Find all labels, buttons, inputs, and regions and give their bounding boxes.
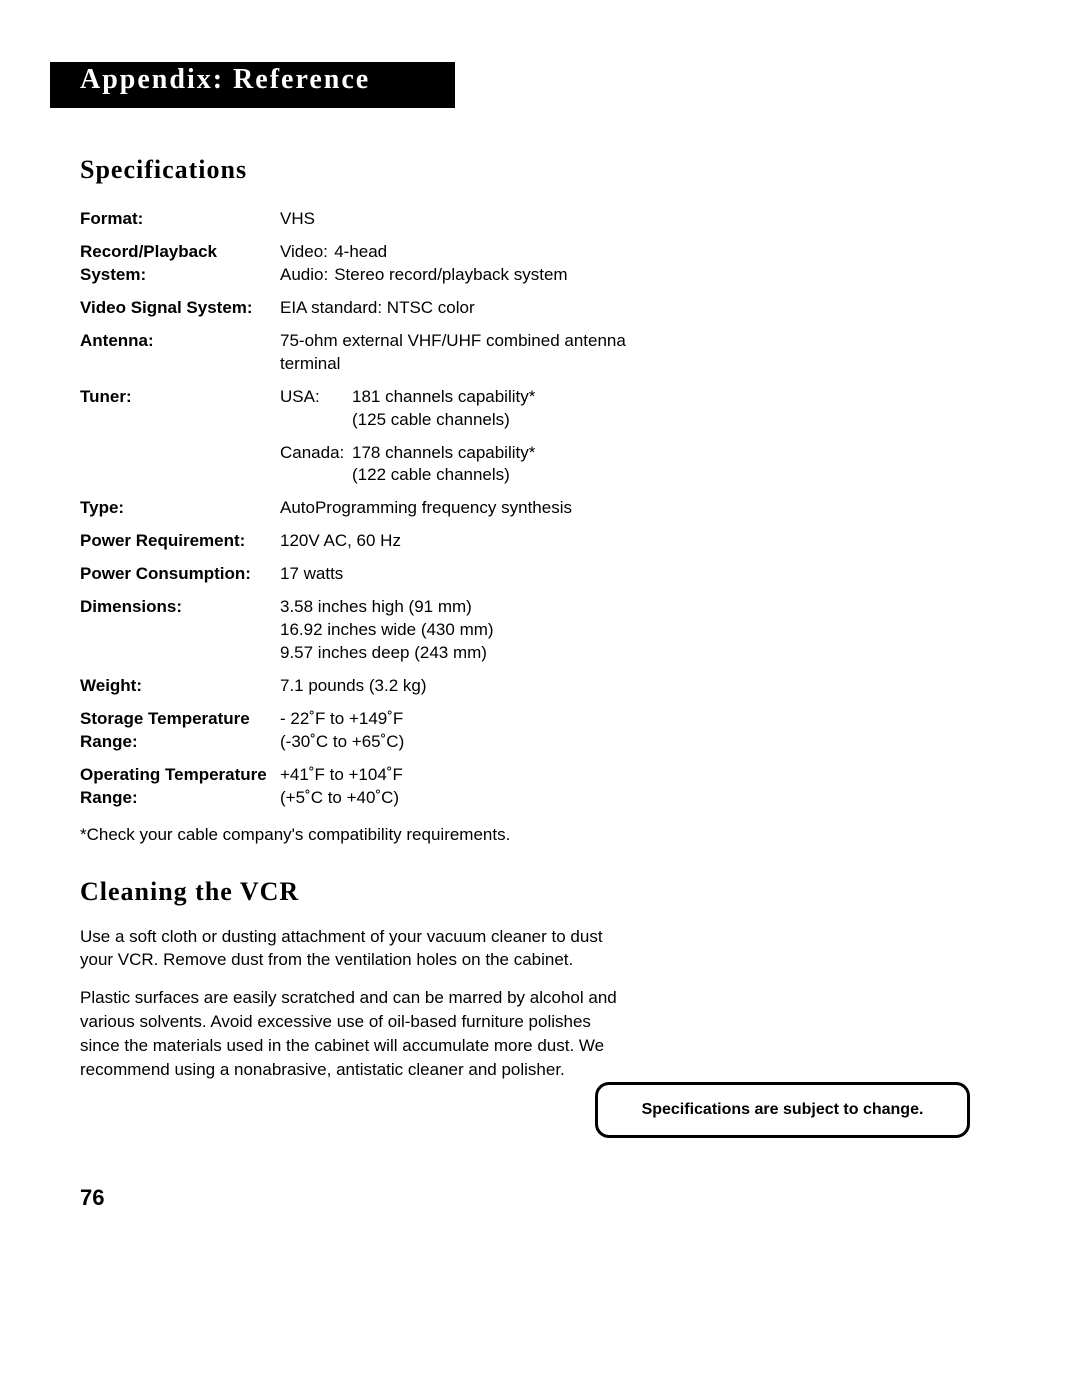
- spec-row-power-cons: Power Consumption: 17 watts: [80, 558, 680, 591]
- footnote: *Check your cable company's compatibilit…: [80, 825, 680, 845]
- spec-row-power-req: Power Requirement: 120V AC, 60 Hz: [80, 525, 680, 558]
- spec-value-line: - 22˚F to +149˚F: [280, 708, 680, 731]
- spec-value-line: 9.57 inches deep (243 mm): [280, 642, 680, 665]
- spec-row-type: Type: AutoProgramming frequency synthesi…: [80, 492, 680, 525]
- spec-label: Video Signal System:: [80, 292, 280, 325]
- spec-value-line: 3.58 inches high (91 mm): [280, 596, 680, 619]
- spec-label: Format:: [80, 203, 280, 236]
- spec-subkey: Canada:: [280, 442, 352, 488]
- spec-value: USA: 181 channels capability* (125 cable…: [280, 381, 680, 493]
- spec-value-line: 16.92 inches wide (430 mm): [280, 619, 680, 642]
- spec-label: Power Requirement:: [80, 525, 280, 558]
- spec-label: Operating Temperature Range:: [80, 759, 280, 815]
- specifications-heading: Specifications: [80, 155, 680, 185]
- spec-row-format: Format: VHS: [80, 203, 680, 236]
- spec-value: Video: 4-head Audio: Stereo record/playb…: [280, 236, 680, 292]
- cleaning-section: Use a soft cloth or dusting attachment o…: [80, 925, 680, 1082]
- spec-label: Weight:: [80, 670, 280, 703]
- spec-subvalue: 4-head: [334, 241, 573, 264]
- spec-value: 120V AC, 60 Hz: [280, 525, 680, 558]
- spec-row-tuner: Tuner: USA: 181 channels capability* (12…: [80, 381, 680, 493]
- specifications-table: Format: VHS Record/Playback System: Vide…: [80, 203, 680, 815]
- spec-value-line: (+5˚C to +40˚C): [280, 787, 680, 810]
- spec-subvalue: 181 channels capability*: [352, 386, 535, 409]
- spec-label: Tuner:: [80, 381, 280, 493]
- spec-label: Record/Playback System:: [80, 236, 280, 292]
- spec-subvalue: Stereo record/playback system: [334, 264, 573, 287]
- page-number: 76: [80, 1185, 104, 1211]
- spec-label: Storage Temperature Range:: [80, 703, 280, 759]
- spec-row-storage-temp: Storage Temperature Range: - 22˚F to +14…: [80, 703, 680, 759]
- spec-value: 75-ohm external VHF/UHF combined antenna…: [280, 325, 680, 381]
- spec-label: Dimensions:: [80, 591, 280, 670]
- spec-row-dimensions: Dimensions: 3.58 inches high (91 mm) 16.…: [80, 591, 680, 670]
- header-title: Appendix: Reference: [80, 64, 370, 96]
- spec-value: AutoProgramming frequency synthesis: [280, 492, 680, 525]
- cleaning-heading: Cleaning the VCR: [80, 877, 680, 907]
- spec-value: +41˚F to +104˚F (+5˚C to +40˚C): [280, 759, 680, 815]
- spec-value: - 22˚F to +149˚F (-30˚C to +65˚C): [280, 703, 680, 759]
- spec-subvalue: (122 cable channels): [352, 464, 535, 487]
- spec-value-line: +41˚F to +104˚F: [280, 764, 680, 787]
- spec-value: 7.1 pounds (3.2 kg): [280, 670, 680, 703]
- spec-value: EIA standard: NTSC color: [280, 292, 680, 325]
- page-content: Specifications Format: VHS Record/Playba…: [80, 155, 680, 1095]
- spec-subkey: Video:: [280, 241, 334, 264]
- spec-label: Type:: [80, 492, 280, 525]
- spec-value: 17 watts: [280, 558, 680, 591]
- spec-row-weight: Weight: 7.1 pounds (3.2 kg): [80, 670, 680, 703]
- notice-box: Specifications are subject to change.: [595, 1082, 970, 1138]
- spec-row-record-playback: Record/Playback System: Video: 4-head Au…: [80, 236, 680, 292]
- spec-row-antenna: Antenna: 75-ohm external VHF/UHF combine…: [80, 325, 680, 381]
- spec-value-line: (-30˚C to +65˚C): [280, 731, 680, 754]
- spec-label: Power Consumption:: [80, 558, 280, 591]
- spec-subkey: Audio:: [280, 264, 334, 287]
- spec-value: 3.58 inches high (91 mm) 16.92 inches wi…: [280, 591, 680, 670]
- cleaning-paragraph: Plastic surfaces are easily scratched an…: [80, 986, 620, 1081]
- spec-row-video-signal: Video Signal System: EIA standard: NTSC …: [80, 292, 680, 325]
- spec-value: VHS: [280, 203, 680, 236]
- cleaning-paragraph: Use a soft cloth or dusting attachment o…: [80, 925, 620, 973]
- spec-subvalue: 178 channels capability*: [352, 442, 535, 465]
- notice-text: Specifications are subject to change.: [642, 1101, 924, 1118]
- spec-subkey: USA:: [280, 386, 352, 432]
- spec-label: Antenna:: [80, 325, 280, 381]
- spec-row-operating-temp: Operating Temperature Range: +41˚F to +1…: [80, 759, 680, 815]
- spec-subvalue: (125 cable channels): [352, 409, 535, 432]
